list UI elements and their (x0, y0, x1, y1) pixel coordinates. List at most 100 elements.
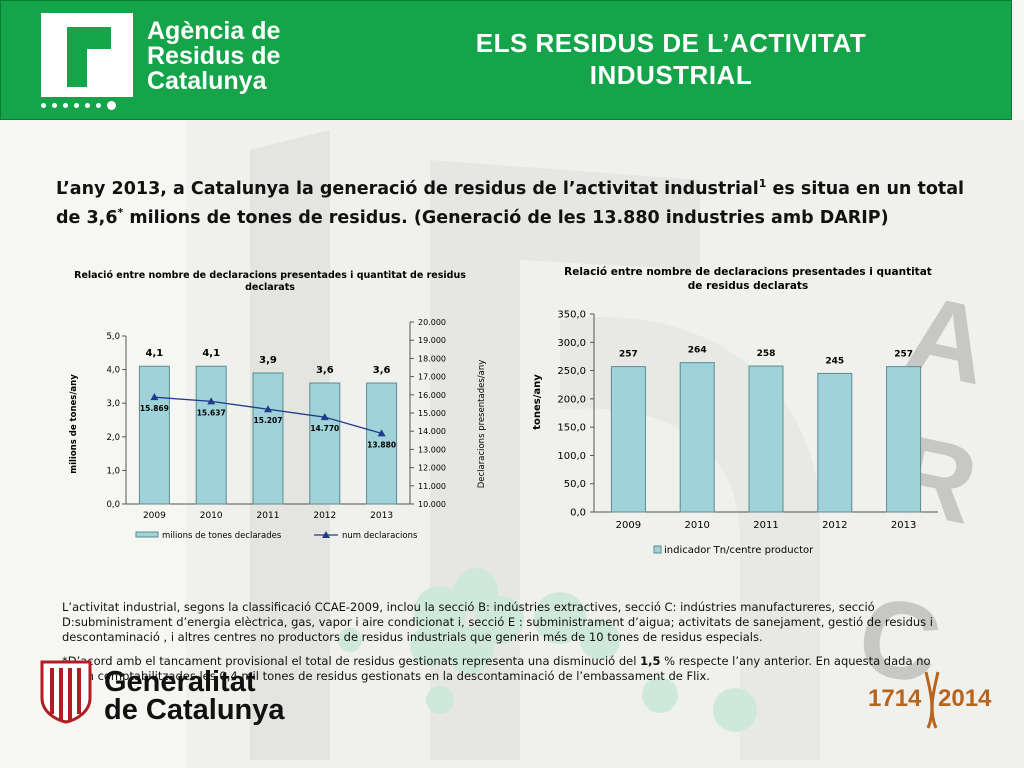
logo-dots (41, 101, 137, 113)
line-point (207, 397, 216, 405)
bar-value-label: 245 (825, 356, 844, 366)
y-axis-label: milions de tones/any (69, 374, 79, 474)
generalitat-line-2: de Catalunya (104, 694, 285, 726)
svg-text:1714: 1714 (868, 685, 922, 712)
y2-tick-label: 11.000 (418, 482, 446, 491)
chart-title-line-1: Relació entre nombre de declaracions pre… (74, 270, 466, 281)
line-point (377, 429, 386, 437)
y2-tick-label: 19.000 (418, 336, 446, 345)
bar (252, 372, 284, 505)
x-tick-label: 2012 (313, 511, 336, 521)
bar (366, 382, 398, 505)
svg-text:2014: 2014 (938, 685, 992, 712)
legend-label-line: num declaracions (342, 531, 418, 541)
bar (309, 382, 341, 505)
x-tick-label: 2009 (616, 520, 641, 531)
bar-value-label: 264 (688, 346, 707, 356)
title-line-2: INDUSTRIAL (589, 60, 753, 90)
header-banner: Agència de Residus de Catalunya ELS RESI… (0, 0, 1012, 120)
legend-swatch (653, 545, 662, 554)
y-tick-label: 5,0 (106, 332, 120, 342)
y2-tick-label: 13.000 (418, 445, 446, 454)
generalitat-shield-icon (40, 660, 92, 724)
agency-logo (41, 13, 133, 97)
bar (195, 365, 227, 505)
y-tick-label: 350,0 (557, 310, 586, 321)
page-title: ELS RESIDUS DE L’ACTIVITAT INDUSTRIAL (401, 27, 941, 91)
r-logo-icon (67, 27, 111, 87)
bar-value-label: 4,1 (146, 348, 164, 359)
agency-name: Agència de Residus de Catalunya (147, 19, 337, 94)
bar-value-label: 3,9 (259, 355, 277, 366)
generalitat-line-1: Generalitat (104, 666, 256, 698)
y-tick-label: 200,0 (557, 394, 586, 405)
y-tick-label: 1,0 (106, 466, 120, 476)
chart-title-line-2: de residus declarats (688, 280, 808, 292)
y2-tick-label: 10.000 (418, 500, 446, 509)
legend-label-bars: milions de tones declarades (162, 531, 282, 541)
y-tick-label: 0,0 (570, 508, 586, 519)
legend-label: indicador Tn/centre productor (664, 545, 814, 556)
legend-swatch-bars (135, 531, 159, 538)
footnote-industrial-activity: L’activitat industrial, segons la classi… (62, 600, 934, 644)
x-tick-label: 2009 (143, 511, 166, 521)
y-tick-label: 3,0 (106, 399, 120, 409)
bar-value-label: 4,1 (202, 348, 220, 359)
line-value-label: 15.207 (254, 416, 283, 425)
anniversary-1714-2014-logo: 1714 2014 (868, 671, 992, 729)
line-point (264, 405, 272, 413)
y-tick-label: 2,0 (106, 433, 120, 443)
x-tick-label: 2012 (822, 520, 847, 531)
y-tick-label: 4,0 (106, 366, 120, 376)
y2-axis-label: Declaracions presentades/any (477, 360, 487, 489)
agency-line-2: Residus de (147, 42, 281, 70)
bar (748, 365, 784, 513)
x-tick-label: 2011 (257, 511, 280, 521)
y2-tick-label: 16.000 (418, 391, 446, 400)
footnote-provisional: *D’acord amb el tancament provisional el… (62, 654, 931, 683)
agency-line-3: Catalunya (147, 67, 267, 95)
y2-tick-label: 14.000 (418, 427, 446, 436)
y2-tick-label: 20.000 (418, 318, 446, 327)
bar (886, 366, 922, 513)
chart-declarations-vs-tonnes: Relació entre nombre de declaracions pre… (69, 270, 487, 541)
bar (610, 366, 646, 513)
bar (679, 362, 715, 513)
chart-tonnes-per-producer: Relació entre nombre de declaracions pre… (532, 266, 938, 556)
x-tick-label: 2013 (891, 520, 916, 531)
y2-tick-label: 17.000 (418, 373, 446, 382)
y-axis-label: tones/any (532, 374, 543, 430)
bar-value-label: 257 (894, 350, 913, 360)
line-point (320, 413, 329, 421)
chart-title-line-1: Relació entre nombre de declaracions pre… (564, 266, 932, 278)
bar-value-label: 258 (757, 349, 776, 359)
legend-swatch-line (322, 531, 330, 538)
y-tick-label: 300,0 (557, 338, 586, 349)
x-tick-label: 2011 (753, 520, 778, 531)
bar (817, 372, 853, 513)
y2-tick-label: 12.000 (418, 464, 446, 473)
title-line-1: ELS RESIDUS DE L’ACTIVITAT (475, 28, 867, 58)
line-value-label: 14.770 (310, 424, 339, 433)
chart-title-line-2: declarats (245, 282, 295, 293)
y2-tick-label: 15.000 (418, 409, 446, 418)
line-value-label: 15.637 (197, 408, 226, 417)
y-tick-label: 0,0 (106, 500, 120, 510)
y-tick-label: 100,0 (557, 451, 586, 462)
y-tick-label: 50,0 (564, 479, 586, 490)
bar-value-label: 257 (619, 350, 638, 360)
line-value-label: 13.880 (367, 440, 396, 449)
agency-line-1: Agència de (147, 17, 281, 45)
y2-tick-label: 18.000 (418, 354, 446, 363)
line-point (150, 393, 159, 401)
line-value-label: 15.869 (140, 404, 169, 413)
generalitat-wordmark: Generalitat de Catalunya (104, 666, 285, 726)
lead-paragraph: L’any 2013, a Catalunya la generació de … (56, 177, 965, 228)
bar (138, 365, 170, 505)
bar-value-label: 3,6 (316, 365, 334, 376)
x-tick-label: 2010 (684, 520, 709, 531)
y-tick-label: 250,0 (557, 366, 586, 377)
y-tick-label: 150,0 (557, 423, 586, 434)
x-tick-label: 2010 (200, 511, 223, 521)
bar-value-label: 3,6 (373, 365, 391, 376)
